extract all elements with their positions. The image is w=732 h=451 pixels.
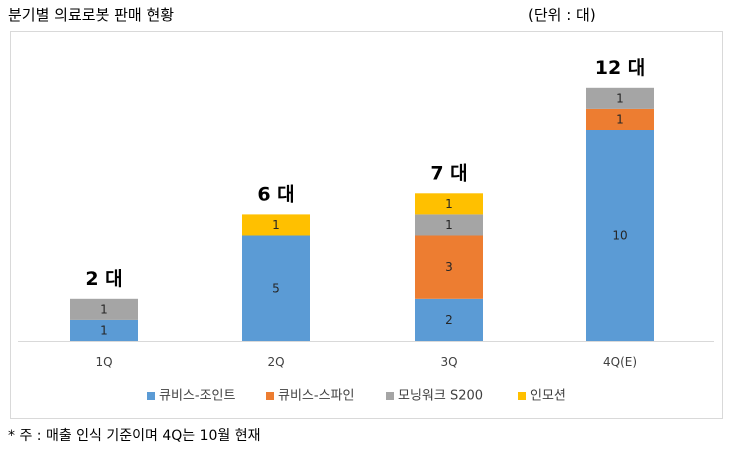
data-label: 2 bbox=[445, 313, 453, 327]
legend-swatch bbox=[147, 392, 155, 400]
bar-segment bbox=[70, 298, 138, 320]
unit-label: (단위 : 대) bbox=[528, 6, 596, 24]
category-label: 4Q(E) bbox=[603, 355, 637, 369]
data-label: 1 bbox=[272, 218, 280, 232]
total-label: 12 대 bbox=[595, 57, 646, 79]
data-label: 3 bbox=[445, 260, 453, 274]
bar-segment bbox=[415, 298, 483, 341]
data-label: 1 bbox=[616, 112, 624, 126]
footnote: * 주 : 매출 인식 기준이며 4Q는 10월 현재 bbox=[8, 428, 261, 444]
bar-segment bbox=[70, 319, 138, 341]
chart-title: 분기별 의료로봇 판매 현황 bbox=[8, 6, 175, 24]
category-label: 3Q bbox=[440, 355, 457, 369]
bar-segment bbox=[415, 214, 483, 236]
total-label: 2 대 bbox=[85, 268, 122, 290]
data-label: 1 bbox=[616, 91, 624, 105]
data-label: 1 bbox=[445, 197, 453, 211]
data-label: 10 bbox=[612, 229, 627, 243]
data-label: 1 bbox=[100, 323, 108, 337]
bar-segment bbox=[415, 235, 483, 299]
data-label: 1 bbox=[445, 218, 453, 232]
data-label: 5 bbox=[272, 281, 280, 295]
legend-entry: 모닝워크 S200 bbox=[398, 389, 483, 404]
bar-segment bbox=[242, 235, 310, 341]
category-label: 1Q bbox=[95, 355, 112, 369]
legend-swatch bbox=[266, 392, 274, 400]
category-label: 2Q bbox=[267, 355, 284, 369]
total-label: 6 대 bbox=[257, 183, 294, 205]
plot-area bbox=[10, 31, 723, 419]
bar-segment bbox=[586, 87, 654, 109]
legend-entry: 큐비스-스파인 bbox=[278, 389, 354, 404]
bar-segment bbox=[586, 130, 654, 341]
legend-swatch bbox=[386, 392, 394, 400]
bar-segment bbox=[415, 193, 483, 215]
legend-swatch bbox=[518, 392, 526, 400]
legend-entry: 큐비스-조인트 bbox=[159, 389, 235, 404]
bar-segment bbox=[586, 108, 654, 130]
data-label: 1 bbox=[100, 302, 108, 316]
legend-entry: 인모션 bbox=[530, 389, 566, 404]
total-label: 7 대 bbox=[430, 162, 467, 184]
bar-segment bbox=[242, 214, 310, 236]
